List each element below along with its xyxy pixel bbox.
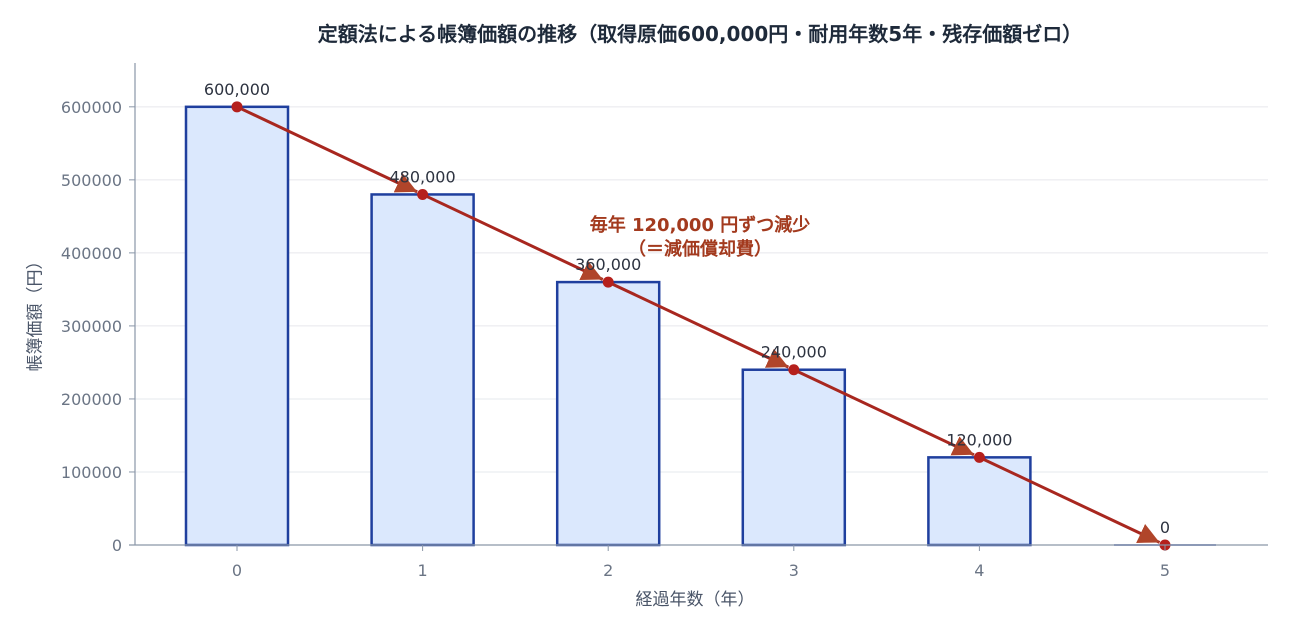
data-label: 240,000 (761, 343, 827, 362)
x-tick-label: 1 (418, 561, 428, 580)
data-label: 600,000 (204, 80, 270, 99)
axes (129, 63, 1268, 546)
bar (741, 368, 847, 547)
trend-segment (793, 368, 975, 457)
y-tick-label: 0 (112, 536, 122, 555)
x-axis-label: 経過年数（年） (635, 590, 755, 610)
bar (927, 456, 1032, 547)
data-point (788, 364, 800, 376)
gridlines (135, 106, 1268, 473)
data-label: 120,000 (946, 430, 1012, 449)
trend-segment (978, 456, 1161, 544)
data-point (602, 276, 614, 288)
data-label: 480,000 (390, 167, 456, 186)
annotation-line-2: （＝減価償却費） (628, 239, 772, 260)
trend-segment (607, 280, 790, 369)
x-tick-label: 2 (603, 561, 613, 580)
y-tick-label: 200000 (61, 390, 122, 409)
annotation: 毎年 120,000 円ずつ減少 （＝減価償却費） (560, 214, 840, 262)
bar (555, 280, 661, 547)
x-tick-label: 5 (1160, 561, 1170, 580)
data-labels: 600,000 480,000 360,000 240,000 120,000 0 (204, 80, 1170, 537)
data-label: 360,000 (575, 255, 641, 274)
chart-title: 定額法による帳簿価額の推移（取得原価600,000円・耐用年数5年・残存価額ゼロ… (317, 22, 1083, 46)
bar (370, 193, 475, 547)
y-tick-label: 100000 (61, 463, 122, 482)
y-axis-ticks: 0 100000 200000 300000 400000 500000 600000 (61, 98, 135, 555)
x-axis-ticks: 0 1 2 3 4 5 (232, 545, 1170, 580)
y-tick-label: 400000 (61, 244, 122, 263)
x-tick-label: 4 (974, 561, 984, 580)
bars (184, 105, 1216, 547)
data-point (417, 188, 429, 200)
y-axis-label: 帳簿価額（円） (25, 252, 46, 372)
bar (184, 105, 290, 547)
x-tick-label: 0 (232, 561, 242, 580)
trend-segment (236, 105, 418, 194)
trend-segment (421, 193, 604, 281)
trend-line-group (231, 101, 1171, 551)
y-tick-label: 600000 (61, 98, 122, 117)
annotation-line-1: 毎年 120,000 円ずつ減少 (589, 215, 811, 236)
data-label: 0 (1160, 518, 1170, 537)
data-point (231, 101, 243, 113)
x-tick-label: 3 (789, 561, 799, 580)
y-tick-label: 500000 (61, 171, 122, 190)
y-tick-label: 300000 (61, 317, 122, 336)
data-point (973, 451, 985, 463)
